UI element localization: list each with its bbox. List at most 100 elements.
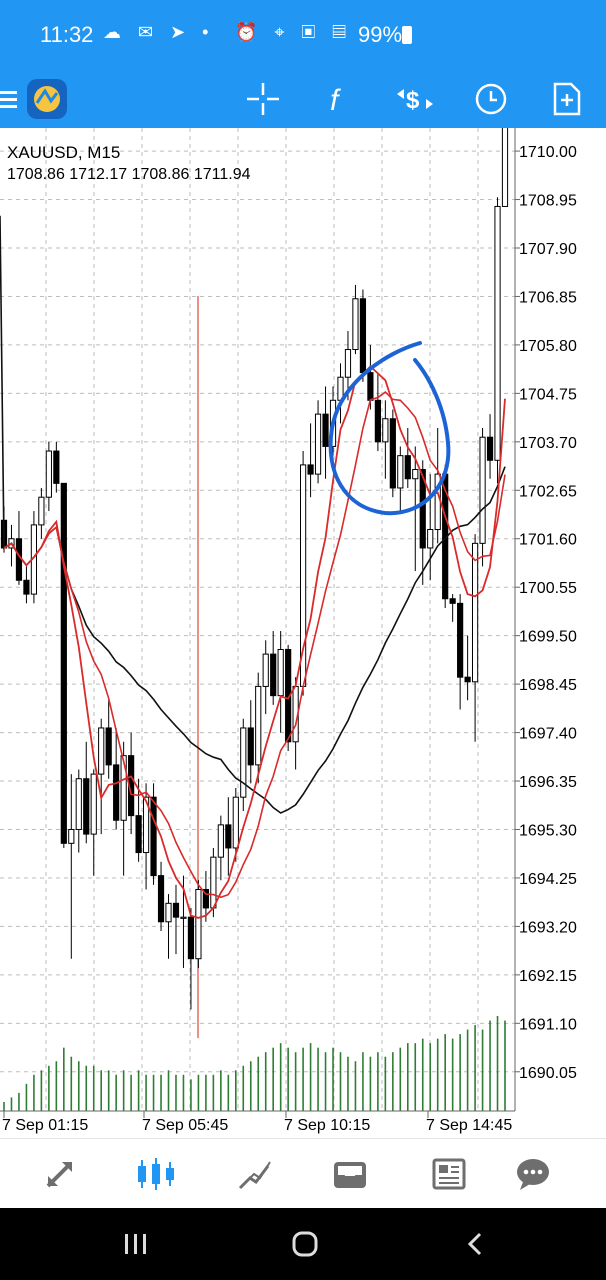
candle-body-bull — [397, 455, 404, 489]
candle — [457, 594, 464, 710]
ma-slow-line — [0, 215, 506, 814]
chart-symbol: XAUUSD, M15 — [7, 143, 120, 162]
history-icon[interactable] — [322, 1149, 378, 1199]
candle — [277, 631, 284, 733]
candle — [382, 400, 389, 479]
crosshair-icon[interactable] — [238, 74, 288, 124]
candle-body-bull — [501, 128, 509, 207]
x-tick-label: 7 Sep 14:45 — [426, 1117, 512, 1134]
candle-body-bull — [277, 648, 284, 697]
candle-body-bull — [75, 778, 82, 830]
y-tick-label: 1695.30 — [519, 822, 577, 839]
candle — [262, 640, 269, 715]
menu-icon[interactable] — [0, 74, 26, 124]
candle — [135, 778, 142, 862]
candle — [352, 284, 359, 355]
candle — [449, 594, 456, 622]
candle — [404, 427, 411, 488]
y-tick-label: 1694.25 — [519, 871, 577, 888]
y-tick-label: 1710.00 — [519, 144, 577, 161]
candle-body-bear — [60, 482, 67, 844]
svg-text:$: $ — [406, 87, 420, 114]
news-icon[interactable] — [420, 1149, 476, 1199]
hand-drawn-circle-annotation — [328, 341, 451, 516]
candle-body-bull — [45, 450, 52, 498]
candle-body-bear — [225, 824, 232, 849]
volume-bars — [3, 1016, 506, 1111]
back-icon[interactable] — [446, 1224, 506, 1264]
candle-body-bear — [247, 727, 254, 766]
chat-icon[interactable] — [505, 1149, 561, 1199]
candlesticks — [0, 128, 509, 1010]
x-axis-labels: 7 Sep 01:15 7 Sep 05:45 7 Sep 10:15 7 Sep 1… — [2, 1111, 512, 1134]
system-navigation-bar — [0, 1208, 606, 1280]
bottom-navigation — [0, 1138, 606, 1209]
candle-body-bear — [389, 418, 396, 489]
candle-body-bull — [314, 413, 322, 475]
candle-body-bear — [374, 399, 381, 443]
clock-icon[interactable] — [466, 74, 516, 124]
y-tick-label: 1697.40 — [519, 726, 577, 743]
candle — [23, 566, 30, 604]
status-notification-icons: ☁ ✉ ➤ • — [103, 22, 215, 42]
candle — [15, 511, 23, 585]
chart-ohlc: 1708.86 1712.17 1708.86 1711.94 — [7, 166, 251, 183]
candle — [187, 907, 195, 1010]
candle-body-bull — [412, 469, 419, 480]
candle-body-bear — [113, 764, 120, 821]
candle — [307, 423, 314, 498]
candle — [374, 372, 381, 452]
candle — [427, 474, 434, 581]
candle-body-bear — [135, 815, 142, 854]
candle-body-bull — [240, 727, 247, 798]
price-chart[interactable]: 1710.00 1708.95 1707.90 1706.85 1705.80 1704.… — [0, 128, 606, 1138]
candle — [45, 441, 52, 512]
candle — [240, 718, 247, 812]
y-tick-label: 1706.85 — [519, 289, 577, 306]
app-logo[interactable] — [22, 74, 72, 124]
status-time: 11:32 — [40, 22, 94, 47]
home-icon[interactable] — [275, 1224, 335, 1264]
candle-body-bull — [232, 796, 239, 849]
candle-body-bear — [15, 538, 23, 581]
quotes-icon[interactable] — [32, 1149, 88, 1199]
candle-body-bull — [142, 796, 150, 854]
candle — [60, 482, 67, 848]
recent-apps-icon[interactable] — [106, 1224, 166, 1264]
candle — [389, 409, 396, 498]
candle — [165, 894, 172, 959]
candle-body-bull — [427, 529, 434, 549]
y-tick-label: 1696.35 — [519, 774, 577, 791]
candle-body-bear — [23, 579, 30, 595]
y-tick-label: 1704.75 — [519, 386, 577, 403]
trade-icon[interactable]: $ — [390, 74, 440, 124]
candle-body-bull — [68, 828, 75, 844]
candle — [53, 441, 60, 493]
candle-body-bull — [217, 824, 224, 858]
indicator-icon[interactable]: f — [314, 74, 364, 124]
y-tick-label: 1692.15 — [519, 968, 577, 985]
candle — [479, 427, 486, 567]
candle-body-bear — [322, 413, 329, 447]
trade-icon[interactable] — [226, 1149, 282, 1199]
x-tick-label: 7 Sep 05:45 — [142, 1117, 228, 1134]
candle — [314, 400, 322, 484]
candle-body-bull — [195, 888, 202, 960]
candle-body-bear — [157, 875, 165, 923]
y-tick-label: 1690.05 — [519, 1065, 577, 1082]
candle-body-bear — [367, 372, 374, 401]
candle-body-bull — [494, 205, 501, 461]
candle-body-bear — [150, 796, 157, 877]
candle — [322, 386, 329, 479]
candle-body-bull — [180, 916, 187, 919]
candle — [195, 880, 202, 968]
new-order-icon[interactable] — [542, 74, 592, 124]
candle-body-bull — [352, 298, 359, 351]
candle — [471, 534, 479, 742]
y-tick-label: 1707.90 — [519, 241, 577, 258]
candle-body-bear — [359, 298, 367, 374]
candle-body-bull — [165, 902, 172, 923]
chart-icon[interactable] — [128, 1149, 184, 1199]
candle — [337, 363, 344, 424]
candle — [270, 631, 277, 705]
